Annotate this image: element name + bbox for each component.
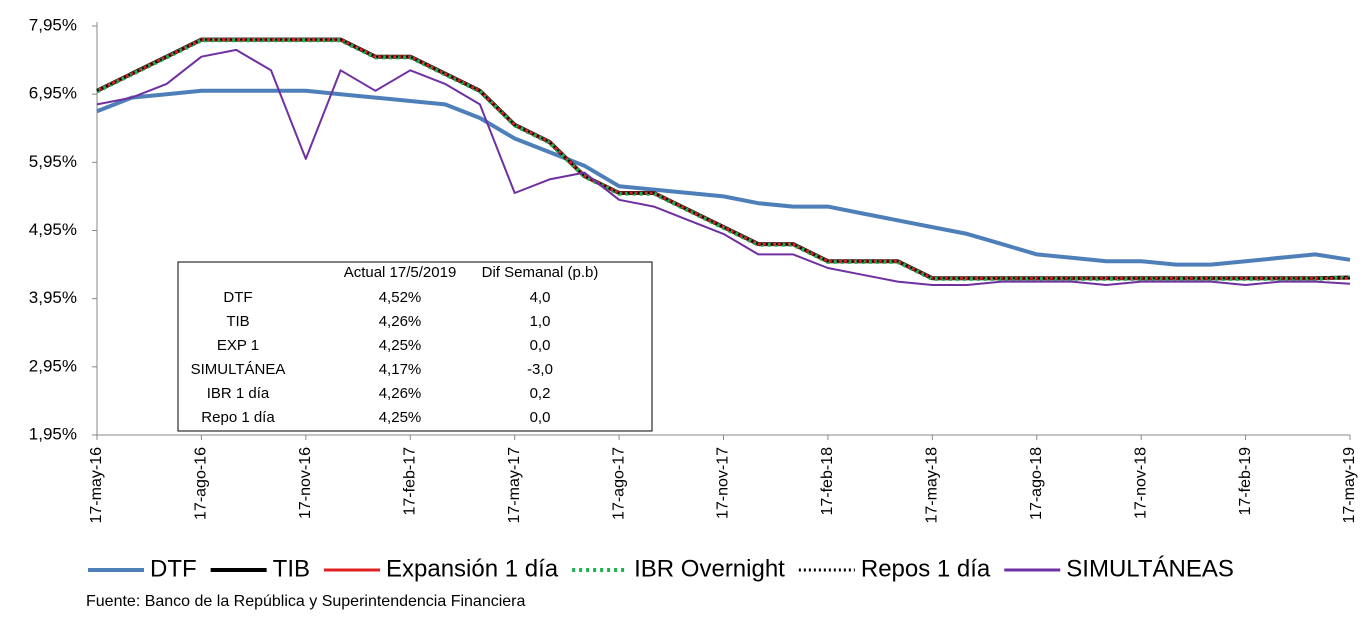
source-note: Fuente: Banco de la República y Superint…	[86, 593, 525, 610]
y-tick-label: 2,95%	[29, 356, 77, 375]
y-tick-label: 4,95%	[29, 220, 77, 239]
table-cell: 4,26%	[379, 313, 422, 330]
table-cell: 4,25%	[379, 409, 422, 426]
x-tick-label: 17-ago-17	[610, 447, 627, 520]
x-tick-label: 17-nov-18	[1132, 447, 1149, 519]
x-tick-label: 17-nov-17	[715, 447, 732, 519]
table-cell: 0,2	[530, 385, 551, 402]
y-tick-label: 6,95%	[29, 84, 77, 103]
table-cell: 0,0	[530, 337, 551, 354]
x-tick-label: 17-nov-16	[297, 447, 314, 519]
y-tick-label: 5,95%	[29, 152, 77, 171]
table-cell: 4,0	[530, 289, 551, 306]
series-line	[96, 48, 1351, 286]
x-tick-label: 17-may-16	[88, 447, 105, 524]
table-row-label: SIMULTÁNEA	[191, 361, 286, 378]
table-row-label: TIB	[226, 313, 249, 330]
legend-label: Expansión 1 día	[386, 555, 559, 582]
x-tick-label: 17-may-17	[506, 447, 523, 524]
y-tick-label: 7,95%	[29, 15, 77, 34]
table-cell: 4,17%	[379, 361, 422, 378]
table-cell: 4,25%	[379, 337, 422, 354]
table-row-label: Repo 1 día	[201, 409, 275, 426]
x-tick-label: 17-may-19	[1341, 447, 1358, 524]
series-line	[96, 38, 1351, 281]
legend-label: SIMULTÁNEAS	[1066, 555, 1234, 582]
table-row-label: IBR 1 día	[207, 385, 270, 402]
table-cell: 4,52%	[379, 289, 422, 306]
table-cell: 1,0	[530, 313, 551, 330]
table-cell: 4,26%	[379, 385, 422, 402]
legend-label: Repos 1 día	[861, 555, 991, 582]
series-line	[96, 38, 1350, 280]
legend: DTF TIB Expansión 1 día IBR Overnight Repos …	[88, 555, 1234, 582]
table-row-label: DTF	[223, 289, 252, 306]
table-box	[177, 261, 653, 432]
table-cell: 0,0	[530, 409, 551, 426]
series-line	[96, 88, 1351, 267]
x-tick-label: 17-feb-18	[819, 447, 836, 516]
x-tick-label: 17-ago-18	[1028, 447, 1045, 520]
y-tick-label: 1,95%	[29, 424, 77, 443]
table-row-label: EXP 1	[217, 337, 259, 354]
x-tick-label: 17-ago-16	[193, 447, 210, 520]
legend-label: IBR Overnight	[634, 555, 785, 582]
table-header: Actual 17/5/2019	[344, 264, 457, 281]
x-tick-label: 17-may-18	[924, 447, 941, 524]
legend-label: DTF	[150, 555, 197, 582]
table-cell: -3,0	[527, 361, 553, 378]
legend-label: TIB	[273, 555, 310, 582]
y-tick-label: 3,95%	[29, 288, 77, 307]
x-tick-label: 17-feb-19	[1237, 447, 1254, 516]
x-tick-label: 17-feb-17	[401, 447, 418, 516]
table-header: Dif Semanal (p.b)	[482, 264, 599, 281]
